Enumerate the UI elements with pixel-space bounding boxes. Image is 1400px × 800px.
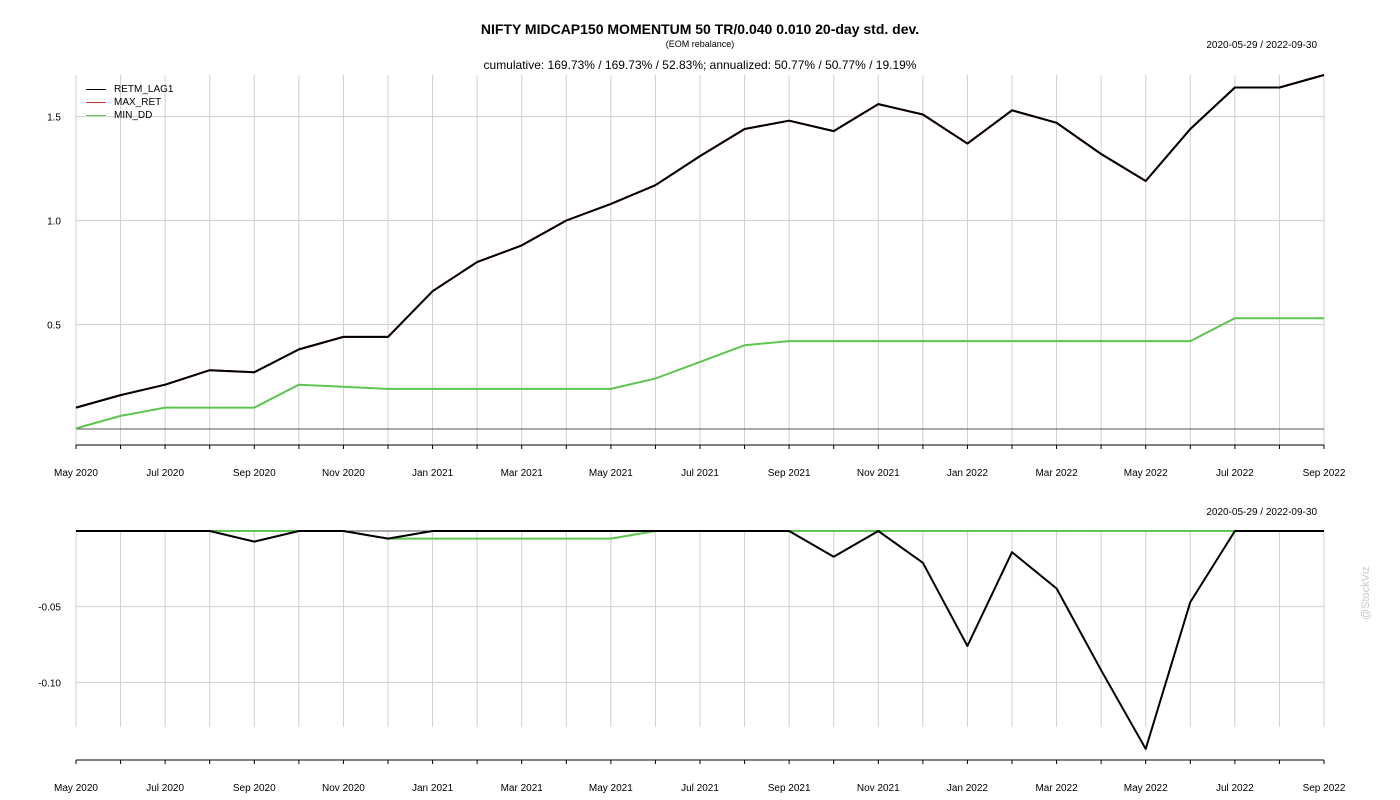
x-tick-label: May 2022: [1124, 468, 1168, 479]
x-tick-label: May 2020: [54, 468, 98, 479]
x-tick-label: Sep 2021: [768, 468, 811, 479]
x-tick-label: Jul 2022: [1216, 783, 1254, 794]
x-tick-label: Mar 2022: [1035, 783, 1078, 794]
legend-swatch-retm-lag1: [86, 89, 106, 90]
y-tick-label: 0.5: [47, 320, 61, 331]
x-tick-label: Nov 2021: [857, 783, 900, 794]
date-range-bottom: 2020-05-29 / 2022-09-30: [1206, 507, 1317, 518]
y-tick-label: 1.5: [47, 113, 61, 124]
cumulative-returns-panel: 0.5 1.0 1.5 May 2020 Jul 2020 Sep 2020 Nov 202…: [47, 74, 1346, 479]
x-tick-label: May 2021: [589, 468, 633, 479]
drawdown-panel: -0.10 -0.05 May 2020 Jul 2020 Sep 2020 Nov 20…: [38, 530, 1346, 794]
y-tick-label: -0.10: [38, 678, 61, 689]
x-tick-label: Sep 2020: [233, 468, 276, 479]
x-tick-label: Jul 2020: [146, 783, 184, 794]
series-line-retm-lag1: [76, 530, 1324, 750]
chart-legend: RETM_LAG1 MAX_RET MIN_DD: [86, 83, 173, 122]
legend-label: MAX_RET: [114, 97, 162, 108]
x-tick-label: Sep 2022: [1303, 783, 1346, 794]
performance-stats: cumulative: 169.73% / 169.73% / 52.83%; …: [483, 58, 917, 72]
legend-swatch-min-dd: [86, 115, 106, 116]
x-tick-label: Sep 2022: [1303, 468, 1346, 479]
x-tick-label: May 2021: [589, 783, 633, 794]
legend-label: RETM_LAG1: [114, 84, 174, 95]
x-tick-label: Mar 2021: [501, 468, 544, 479]
x-tick-label: Jan 2022: [947, 468, 989, 479]
x-tick-label: May 2020: [54, 783, 98, 794]
chart-subtitle: (EOM rebalance): [665, 39, 735, 49]
x-tick-label: Jan 2021: [412, 783, 454, 794]
x-tick-label: Mar 2022: [1035, 468, 1078, 479]
x-tick-label: Nov 2020: [322, 468, 365, 479]
date-range-top: 2020-05-29 / 2022-09-30: [1206, 40, 1317, 51]
x-tick-label: May 2022: [1124, 783, 1168, 794]
x-tick-label: Jul 2020: [146, 468, 184, 479]
x-tick-label: Nov 2021: [857, 468, 900, 479]
legend-label: MIN_DD: [114, 110, 153, 121]
chart-title: NIFTY MIDCAP150 MOMENTUM 50 TR/0.040 0.0…: [480, 21, 920, 37]
x-tick-label: Sep 2021: [768, 783, 811, 794]
y-tick-label: 1.0: [47, 217, 61, 228]
x-tick-label: Mar 2021: [501, 783, 544, 794]
legend-item-max-ret: MAX_RET: [86, 96, 173, 109]
series-line-min-dd: [75, 317, 1324, 430]
legend-item-min-dd: MIN_DD: [86, 109, 173, 122]
x-tick-label: Jan 2021: [412, 468, 454, 479]
x-tick-label: Nov 2020: [322, 783, 365, 794]
x-tick-label: Jul 2021: [681, 468, 719, 479]
series-line-retm-lag1: [75, 74, 1325, 409]
legend-swatch-max-ret: [86, 102, 106, 103]
y-tick-label: -0.05: [38, 603, 61, 614]
x-tick-label: Jul 2022: [1216, 468, 1254, 479]
legend-item-retm-lag1: RETM_LAG1: [86, 83, 173, 96]
watermark: @StockViz: [1360, 566, 1372, 620]
x-tick-label: Jan 2022: [947, 783, 989, 794]
x-tick-label: Sep 2020: [233, 783, 276, 794]
x-tick-label: Jul 2021: [681, 783, 719, 794]
